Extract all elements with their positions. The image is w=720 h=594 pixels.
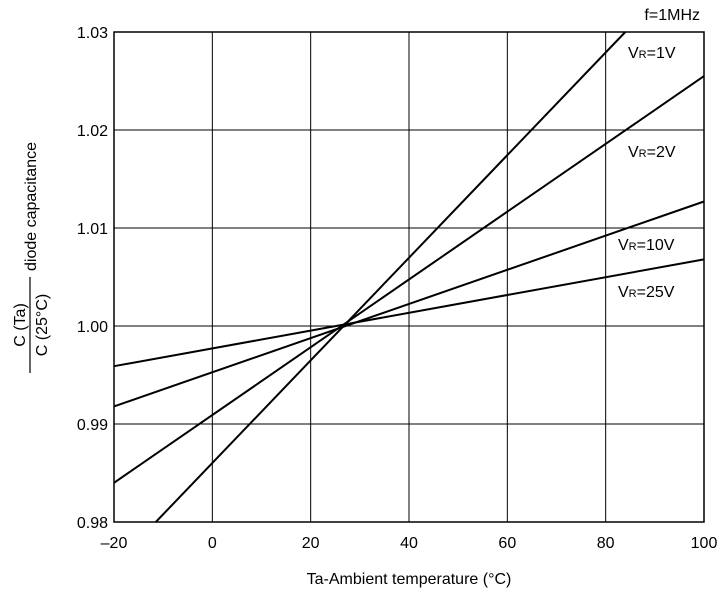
y-tick-label: 1.00 bbox=[77, 319, 108, 336]
series-label-vr-2v: VR=2V bbox=[628, 144, 676, 161]
grid-lines bbox=[114, 32, 704, 522]
x-tick-label: 100 bbox=[691, 535, 718, 552]
y-axis-title: C (Ta) C (25°C) diode capacitance bbox=[12, 142, 51, 373]
series-lines bbox=[113, 31, 705, 523]
series-label-vr-25v: VR=25V bbox=[618, 284, 675, 301]
series-line-vr-25v bbox=[113, 258, 705, 368]
series-line-vr-10v bbox=[113, 200, 705, 408]
plot-frame bbox=[113, 31, 705, 523]
x-tick-label: 40 bbox=[400, 535, 418, 552]
x-tick-label: 60 bbox=[498, 535, 516, 552]
y-tick-label: 0.98 bbox=[77, 515, 108, 532]
condition-label: f=1MHz bbox=[644, 7, 700, 24]
x-tick-label: –20 bbox=[101, 535, 128, 552]
y-tick-label: 1.01 bbox=[77, 221, 108, 238]
series-line-vr-1v bbox=[155, 31, 627, 523]
y-axis-suffix: diode capacitance bbox=[23, 142, 40, 271]
y-tick-label: 1.02 bbox=[77, 123, 108, 140]
x-axis-title: Ta-Ambient temperature (°C) bbox=[307, 571, 512, 588]
y-tick-labels: 0.98 0.99 1.00 1.01 1.02 1.03 bbox=[77, 25, 108, 532]
x-tick-label: 0 bbox=[208, 535, 217, 552]
y-axis-numerator: C (Ta) bbox=[12, 303, 29, 347]
series-label-vr-1v: VR=1V bbox=[628, 45, 676, 62]
y-tick-label: 1.03 bbox=[77, 25, 108, 42]
x-tick-labels: –20 0 20 40 60 80 100 bbox=[101, 535, 718, 552]
series-label-vr-10v: VR=10V bbox=[618, 237, 675, 254]
x-tick-label: 80 bbox=[597, 535, 615, 552]
series-labels: VR=1V VR=2V VR=10V VR=25V bbox=[618, 45, 676, 301]
y-axis-denominator: C (25°C) bbox=[34, 294, 51, 356]
y-tick-label: 0.99 bbox=[77, 417, 108, 434]
x-tick-label: 20 bbox=[302, 535, 320, 552]
series-line-vr-2v bbox=[113, 75, 705, 484]
